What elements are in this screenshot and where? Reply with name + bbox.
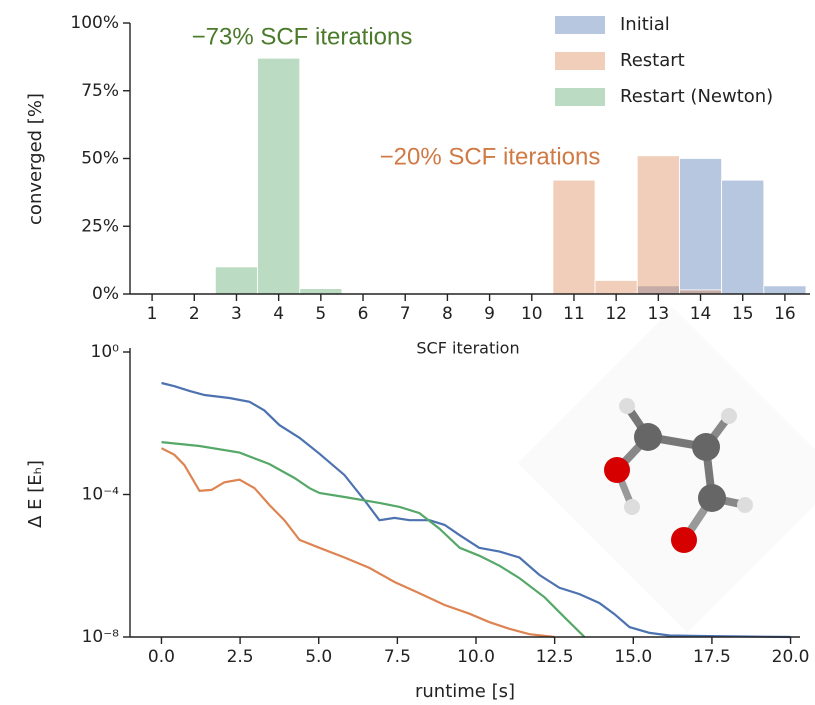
molecule [517,307,815,632]
x-tick-label: 7 [400,304,411,324]
bar [595,280,637,294]
x-tick-label: 13 [648,304,670,324]
y-tick-label: 100% [70,13,119,33]
legend-label: Initial [620,14,670,35]
bar [300,289,342,294]
x-axis-label: runtime [s] [415,681,515,702]
legend-swatch [555,16,605,34]
x-tick-label: 3 [231,304,242,324]
x-tick-label: 17.5 [693,647,731,667]
x-tick-label: 1 [147,304,158,324]
y-tick-label: 10⁻⁴ [82,485,120,505]
annotation: −20% SCF iterations [380,143,601,170]
x-tick-label: 7.5 [384,647,411,667]
y-axis-label: Δ E [Eₕ] [25,460,46,528]
legend-swatch [555,52,605,70]
x-tick-label: 5 [315,304,326,324]
y-tick-label: 50% [81,149,119,169]
x-tick-label: 16 [774,304,796,324]
legend-swatch [555,88,605,106]
x-tick-label: 6 [358,304,369,324]
legend-label: Restart [620,50,685,71]
x-tick-label: 2.5 [227,647,254,667]
bar [258,58,300,294]
x-tick-label: 5.0 [305,647,332,667]
x-tick-label: 12 [605,304,627,324]
bar [553,180,595,294]
x-axis-label: SCF iteration [416,339,519,358]
y-tick-label: 75% [81,81,119,101]
bar [215,267,257,294]
y-tick-label: 10⁻⁸ [82,627,120,647]
line [162,448,555,637]
x-tick-label: 14 [690,304,712,324]
x-tick-label: 10.0 [457,647,495,667]
x-tick-label: 9 [484,304,495,324]
x-tick-label: 10 [521,304,543,324]
y-axis-label: converged [%] [25,93,46,225]
line [162,442,585,637]
x-tick-label: 15 [732,304,754,324]
annotation: −73% SCF iterations [192,23,413,50]
x-tick-label: 2 [189,304,200,324]
legend-label: Restart (Newton) [620,86,773,107]
bar [679,159,721,295]
figure: 0%25%50%75%100%12345678910111213141516SC… [0,0,815,705]
bar [637,156,679,294]
y-tick-label: 10⁰ [91,342,120,362]
x-tick-label: 8 [442,304,453,324]
x-tick-label: 15.0 [614,647,652,667]
bar [722,180,764,294]
x-tick-label: 20.0 [772,647,810,667]
x-tick-label: 12.5 [536,647,574,667]
x-tick-label: 11 [563,304,585,324]
x-tick-label: 4 [273,304,284,324]
x-tick-label: 0.0 [148,647,175,667]
bar [764,286,806,294]
y-tick-label: 25% [81,216,119,236]
y-tick-label: 0% [92,284,119,304]
